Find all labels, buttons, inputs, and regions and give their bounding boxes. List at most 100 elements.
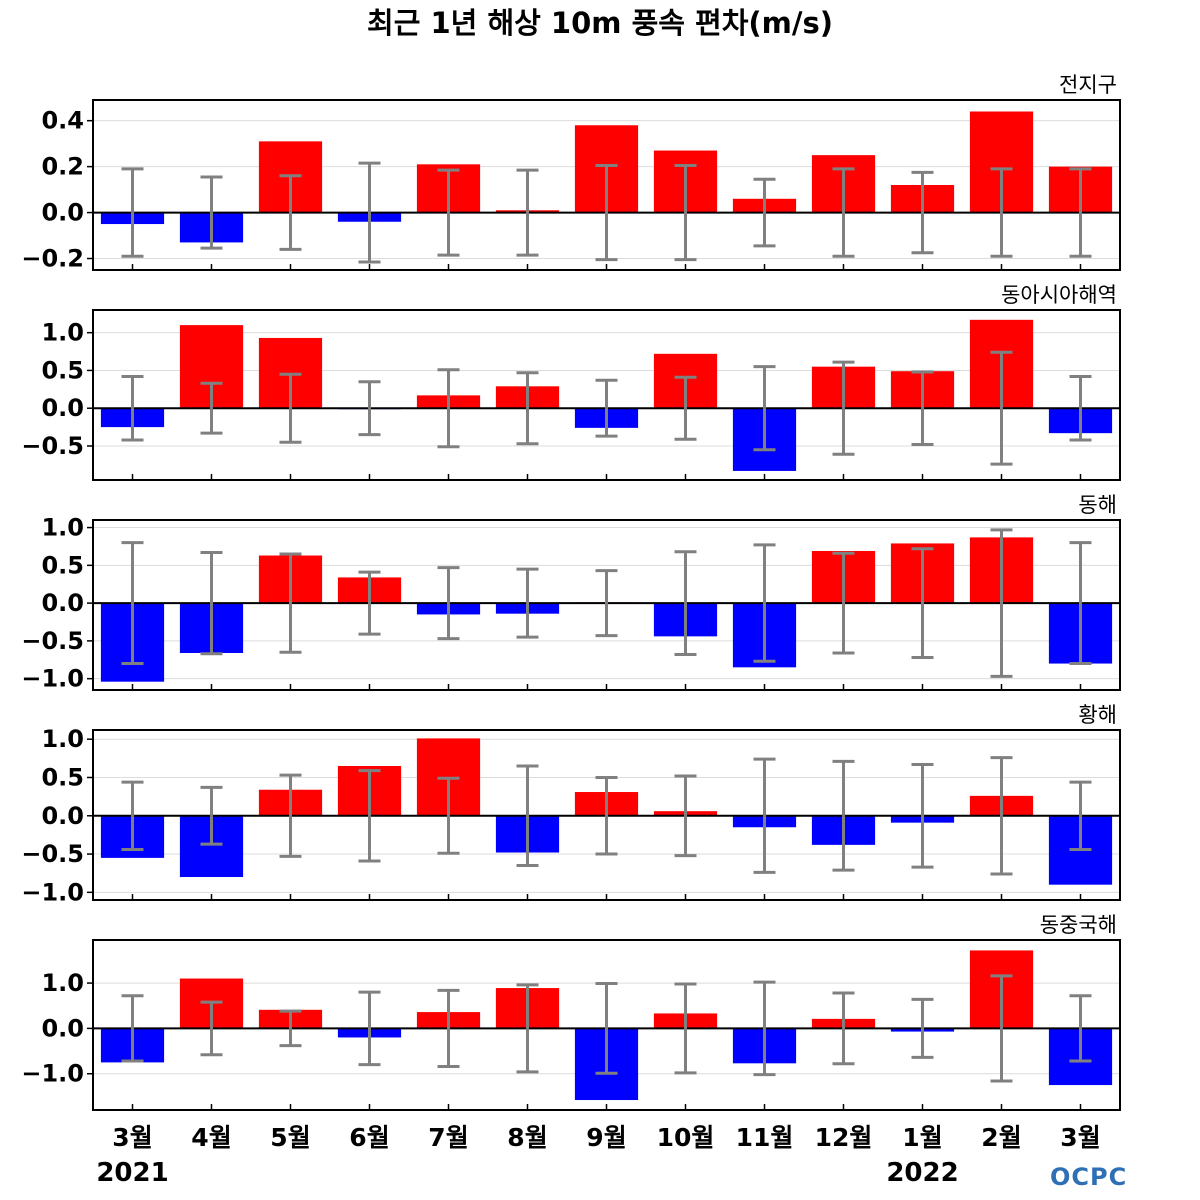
- y-tick-label: 0.0: [41, 1014, 84, 1042]
- error-bar-9: [753, 980, 776, 1077]
- error-bar-11: [911, 762, 934, 869]
- panel-1: 전지구 −0.2 0.0 0.2 0.4: [21, 73, 1121, 273]
- error-bar-12: [990, 350, 1013, 466]
- y-tick-label: −0.2: [21, 245, 84, 273]
- y-tick-label: 0.0: [41, 199, 84, 227]
- x-month-label: 8월: [507, 1123, 547, 1152]
- chart-title: 최근 1년 해상 10m 풍속 편차(m/s): [367, 6, 833, 40]
- error-bar-7: [595, 775, 618, 856]
- error-bar-3: [279, 372, 302, 444]
- error-bar-8: [674, 163, 697, 262]
- panel-region-label: 동중국해: [1040, 913, 1117, 937]
- error-bar-9: [753, 757, 776, 874]
- error-bar-12: [990, 974, 1013, 1083]
- error-bar-10: [832, 991, 855, 1066]
- y-tick-label: 1.0: [41, 319, 84, 347]
- error-bar-4: [358, 161, 381, 264]
- x-month-label: 3월: [1060, 1123, 1100, 1152]
- y-tick-label: 0.0: [41, 802, 84, 830]
- error-bar-11: [911, 547, 934, 660]
- y-tick-label: 1.0: [41, 514, 84, 542]
- y-tick-label: 0.2: [41, 153, 84, 181]
- error-bar-1: [121, 994, 144, 1063]
- error-bar-6: [516, 983, 539, 1074]
- error-bar-1: [121, 541, 144, 666]
- error-bar-11: [911, 370, 934, 446]
- ocpc-logo: OCPC: [1050, 1163, 1128, 1191]
- error-bar-9: [753, 365, 776, 452]
- y-tick-label: 0.0: [41, 394, 84, 422]
- x-month-label: 4월: [191, 1123, 231, 1152]
- error-bar-5: [437, 566, 460, 641]
- error-bar-13: [1069, 374, 1092, 442]
- error-bar-2: [200, 175, 223, 250]
- error-bar-8: [674, 982, 697, 1075]
- error-bar-13: [1069, 541, 1092, 666]
- x-month-label: 7월: [428, 1123, 468, 1152]
- x-year-label: 2021: [96, 1158, 168, 1188]
- error-bar-10: [832, 360, 855, 456]
- x-month-label: 12월: [815, 1123, 873, 1152]
- x-month-label: 1월: [902, 1123, 942, 1152]
- x-axis-labels: 3월 4월 5월 6월 7월 8월 9월 10월 11월 12월 1월 2월 3월 2021 2022: [96, 1123, 1100, 1188]
- x-month-label: 11월: [736, 1123, 794, 1152]
- panel-frame: [92, 939, 1121, 1111]
- error-bar-9: [753, 177, 776, 248]
- error-bar-3: [279, 773, 302, 858]
- y-tick-label: 0.5: [41, 356, 84, 384]
- error-bar-12: [990, 756, 1013, 876]
- error-bar-5: [437, 776, 460, 855]
- panel-2: 동아시아해역 −0.5 0.0 0.5 1.0: [21, 283, 1121, 481]
- error-bar-5: [437, 988, 460, 1068]
- x-month-label: 10월: [657, 1123, 715, 1152]
- panel-frame: [92, 729, 1121, 901]
- error-bar-12: [990, 167, 1013, 258]
- error-bar-3: [279, 1009, 302, 1048]
- error-bar-4: [358, 380, 381, 437]
- y-tick-label: 1.0: [41, 969, 84, 997]
- error-bar-8: [674, 550, 697, 656]
- error-bar-7: [595, 982, 618, 1075]
- error-bar-8: [674, 375, 697, 441]
- panel-4: 황해 −1.0 −0.5 0.0 0.5 1.0: [21, 703, 1121, 906]
- y-tick-label: −1.0: [21, 1060, 84, 1088]
- x-year-label: 2022: [886, 1158, 958, 1188]
- y-tick-label: 0.5: [41, 763, 84, 791]
- x-month-label: 6월: [349, 1123, 389, 1152]
- y-tick-label: 0.0: [41, 589, 84, 617]
- error-bar-5: [437, 368, 460, 449]
- error-bar-2: [200, 550, 223, 656]
- error-bar-4: [358, 570, 381, 636]
- y-tick-label: −0.5: [21, 432, 84, 460]
- panel-region-label: 동아시아해역: [1001, 283, 1117, 307]
- x-month-label: 5월: [270, 1123, 310, 1152]
- x-month-label: 2월: [981, 1123, 1021, 1152]
- error-bar-6: [516, 168, 539, 257]
- panel-frame: [92, 99, 1121, 271]
- error-bar-13: [1069, 994, 1092, 1063]
- error-bar-9: [753, 543, 776, 663]
- y-tick-label: 0.5: [41, 551, 84, 579]
- x-month-label: 3월: [112, 1123, 152, 1152]
- y-tick-label: 1.0: [41, 725, 84, 753]
- error-bar-4: [358, 990, 381, 1067]
- error-bar-7: [595, 163, 618, 262]
- error-bar-7: [595, 569, 618, 638]
- panel-3: 동해 −1.0 −0.5 0.0 0.5 1.0: [21, 493, 1121, 693]
- error-bar-7: [595, 378, 618, 438]
- error-bar-11: [911, 997, 934, 1059]
- error-bar-2: [200, 1000, 223, 1057]
- panel-region-label: 황해: [1078, 703, 1117, 727]
- error-bar-6: [516, 764, 539, 868]
- error-bar-11: [911, 170, 934, 255]
- panel-5: 동중국해 −1.0 0.0 1.0: [21, 913, 1121, 1111]
- y-tick-label: −0.5: [21, 627, 84, 655]
- error-bar-13: [1069, 780, 1092, 851]
- error-bar-6: [516, 567, 539, 639]
- y-tick-label: −0.5: [21, 840, 84, 868]
- y-tick-label: 0.4: [41, 107, 84, 135]
- error-bar-6: [516, 371, 539, 446]
- error-bar-2: [200, 381, 223, 435]
- error-bar-12: [990, 528, 1013, 678]
